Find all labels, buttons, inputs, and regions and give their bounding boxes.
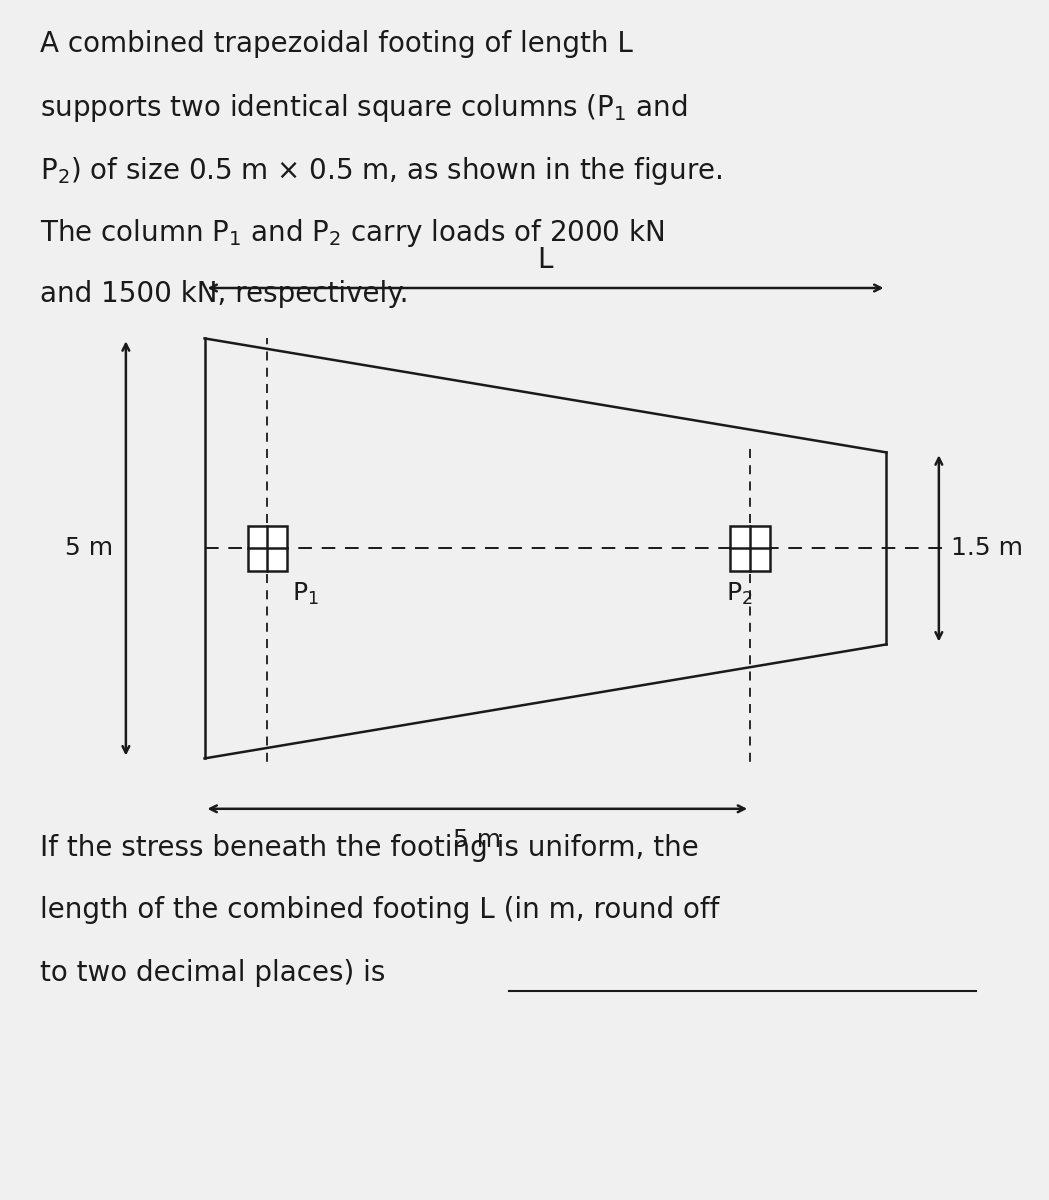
Bar [730,526,770,571]
Bar [248,526,287,571]
Text: 1.5 m: 1.5 m [951,536,1024,560]
Text: If the stress beneath the footing is uniform, the: If the stress beneath the footing is uni… [40,834,699,862]
Text: 5 m: 5 m [65,536,113,560]
Text: P$_2$: P$_2$ [726,581,752,607]
Text: supports two identical square columns (P$_1$ and: supports two identical square columns (P… [40,92,687,125]
Text: P$_1$: P$_1$ [292,581,319,607]
Text: to two decimal places) is: to two decimal places) is [40,959,385,986]
Text: The column P$_1$ and P$_2$ carry loads of 2000 kN: The column P$_1$ and P$_2$ carry loads o… [40,217,664,250]
Text: 5 m: 5 m [453,828,501,852]
Text: P$_2$) of size 0.5 m × 0.5 m, as shown in the figure.: P$_2$) of size 0.5 m × 0.5 m, as shown i… [40,155,723,187]
Text: and 1500 kN, respectively.: and 1500 kN, respectively. [40,280,408,307]
Text: length of the combined footing L (in m, round off: length of the combined footing L (in m, … [40,896,720,924]
Text: A combined trapezoidal footing of length L: A combined trapezoidal footing of length… [40,30,633,58]
Text: L: L [538,246,553,274]
